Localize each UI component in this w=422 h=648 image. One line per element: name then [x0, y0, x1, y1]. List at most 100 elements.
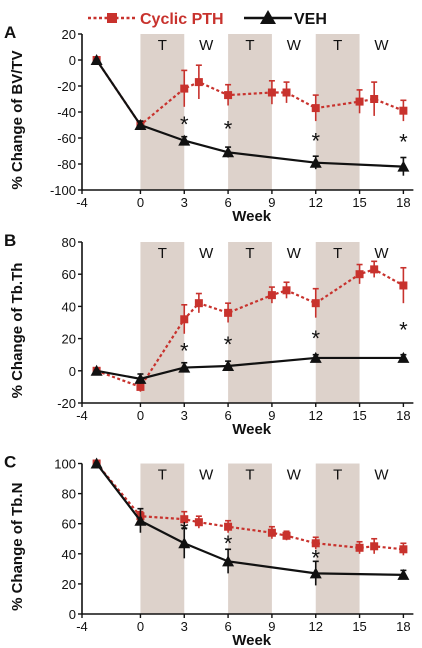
x-tick-label: 9	[268, 195, 275, 210]
phase-label: W	[374, 467, 389, 484]
phase-label: T	[158, 245, 167, 262]
data-point-veh	[178, 361, 191, 373]
series-veh	[90, 54, 410, 176]
x-tick-label: 12	[309, 619, 323, 634]
x-tick-label: 15	[352, 619, 366, 634]
data-point-cyclic	[311, 104, 320, 113]
data-point-cyclic	[370, 95, 379, 103]
x-axis-label: Week	[232, 421, 272, 438]
data-point-cyclic	[224, 308, 233, 317]
y-tick-label: 20	[62, 27, 76, 42]
y-tick-label: -20	[57, 79, 76, 94]
phase-label: T	[158, 467, 167, 484]
data-point-cyclic	[194, 299, 203, 308]
treatment-region	[315, 242, 360, 403]
series-veh	[90, 351, 410, 384]
treatment-region	[315, 463, 360, 614]
data-point-veh	[134, 514, 147, 526]
data-point-veh	[309, 567, 322, 579]
significance-marker: *	[224, 116, 233, 141]
series-veh	[90, 457, 410, 586]
x-tick-label: 0	[137, 195, 144, 210]
x-tick-label: 3	[181, 408, 188, 423]
treatment-region	[228, 34, 272, 190]
x-tick-label: 9	[268, 619, 275, 634]
y-tick-label: 80	[62, 235, 76, 250]
data-point-veh	[222, 555, 235, 567]
phase-label: W	[287, 245, 302, 262]
x-tick-label: 18	[396, 195, 410, 210]
data-point-cyclic	[355, 543, 364, 552]
treatment-region	[228, 463, 272, 614]
data-point-cyclic	[180, 84, 189, 93]
data-point-cyclic	[399, 106, 408, 115]
significance-marker: *	[399, 317, 408, 342]
data-point-cyclic	[194, 78, 203, 87]
data-point-veh	[90, 364, 103, 376]
legend-cyclic-marker	[107, 13, 117, 23]
x-tick-label: 0	[137, 408, 144, 423]
phase-label: W	[374, 37, 389, 54]
y-tick-label: -20	[57, 396, 76, 411]
significance-marker: *	[311, 129, 320, 154]
x-tick-label: 0	[137, 619, 144, 634]
phase-label: T	[333, 467, 342, 484]
y-axis-label: % Change of Tb.Th	[9, 263, 26, 399]
x-tick-label: 12	[309, 408, 323, 423]
data-point-cyclic	[194, 518, 203, 527]
data-point-veh	[178, 537, 191, 549]
legend-veh-marker	[260, 10, 276, 24]
treatment-region	[140, 34, 185, 190]
legend-cyclic-label: Cyclic PTH	[140, 11, 224, 28]
x-tick-label: 6	[224, 195, 231, 210]
data-point-cyclic	[355, 97, 364, 106]
data-point-cyclic	[180, 315, 189, 324]
phase-label: T	[245, 245, 254, 262]
y-tick-label: 0	[69, 607, 76, 622]
significance-marker: *	[311, 545, 320, 570]
y-axis-label: % Change of BV/TV	[9, 50, 26, 189]
x-axis-label: Week	[232, 208, 272, 225]
data-point-cyclic	[267, 88, 276, 97]
phase-label: W	[199, 467, 214, 484]
significance-marker: *	[180, 112, 189, 137]
x-axis-label: Week	[232, 632, 272, 648]
panel-label: A	[4, 23, 16, 42]
data-point-cyclic	[224, 91, 233, 100]
phase-label: T	[333, 245, 342, 262]
x-tick-label: 15	[352, 408, 366, 423]
data-point-cyclic	[370, 265, 379, 274]
x-tick-label: 15	[352, 195, 366, 210]
x-tick-label: 3	[181, 619, 188, 634]
phase-label: T	[158, 37, 167, 54]
significance-marker: *	[224, 531, 233, 556]
data-point-cyclic	[282, 531, 291, 540]
data-point-veh	[397, 160, 410, 172]
phase-label: T	[245, 37, 254, 54]
data-point-cyclic	[355, 270, 364, 279]
y-tick-label: 20	[62, 332, 76, 347]
x-tick-label: -4	[76, 195, 88, 210]
data-point-cyclic	[370, 542, 379, 551]
panel-label: B	[4, 231, 16, 250]
data-point-veh	[90, 457, 103, 469]
legend: Cyclic PTH VEH	[88, 10, 327, 28]
data-point-cyclic	[399, 545, 408, 554]
y-tick-label: 40	[62, 547, 76, 562]
data-point-cyclic	[136, 382, 145, 391]
data-point-cyclic	[224, 522, 233, 531]
data-point-veh	[309, 156, 322, 168]
x-tick-label: 18	[396, 408, 410, 423]
x-tick-label: 18	[396, 619, 410, 634]
significance-marker: *	[224, 332, 233, 357]
data-point-veh	[90, 54, 103, 65]
data-point-cyclic	[282, 286, 291, 295]
phase-label: W	[199, 245, 214, 262]
significance-marker: *	[399, 129, 408, 154]
y-tick-label: -80	[57, 157, 76, 172]
data-point-veh	[222, 359, 235, 371]
treatment-region	[228, 242, 272, 403]
data-point-cyclic	[267, 291, 276, 300]
